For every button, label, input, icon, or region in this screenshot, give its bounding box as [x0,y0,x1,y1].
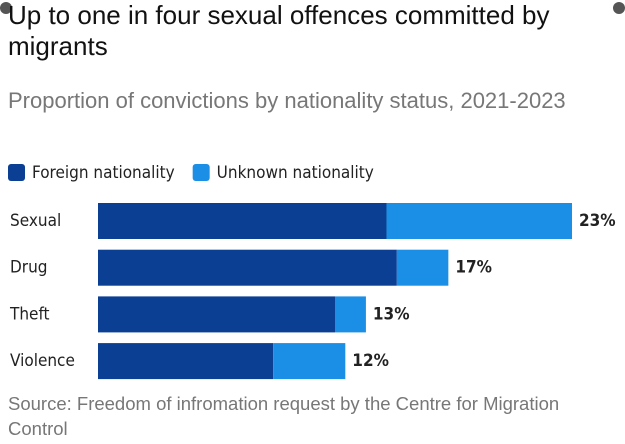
close-icon[interactable] [0,2,12,14]
bar-segment [273,343,346,380]
chart-subtitle: Proportion of convictions by nationality… [8,88,566,113]
bar-segment [396,249,449,286]
total-label: 12% [352,351,389,371]
y-tick-label: Sexual [10,211,61,231]
bar-segment [335,296,366,333]
total-label: 23% [579,211,616,231]
chart-title: Up to one in four sexual offences commit… [8,0,550,61]
legend-swatch [8,164,25,181]
y-tick-label: Violence [10,351,75,371]
bar-segment [386,203,572,239]
bar-segment [98,296,335,333]
legend-label: Foreign nationality [32,163,175,183]
y-tick-label: Theft [9,304,50,324]
bar-segment [98,249,397,286]
close-icon[interactable] [613,2,625,14]
total-label: 13% [373,304,410,324]
bar-segment [98,203,387,239]
legend-label: Unknown nationality [217,163,374,183]
y-tick-label: Drug [10,258,47,278]
total-label: 17% [455,258,492,278]
bar-segment [98,343,274,380]
source-note: Source: Freedom of infromation request b… [8,393,560,439]
legend-swatch [192,164,210,181]
